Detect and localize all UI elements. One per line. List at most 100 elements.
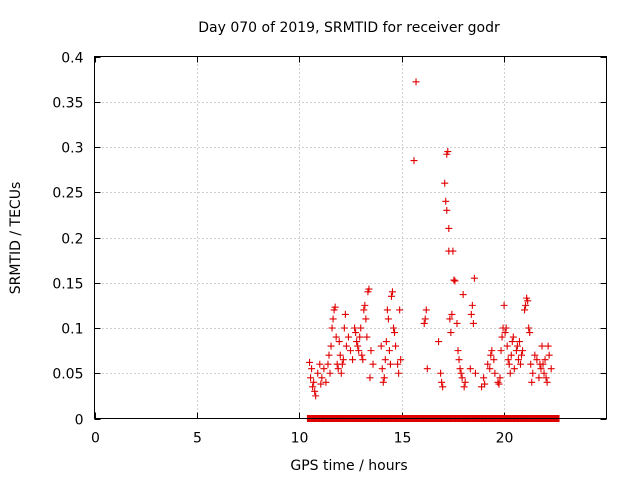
data-point bbox=[541, 356, 549, 364]
data-point bbox=[544, 342, 552, 350]
data-point bbox=[457, 369, 465, 377]
data-point bbox=[538, 342, 546, 350]
data-point bbox=[438, 378, 446, 386]
data-point bbox=[502, 324, 510, 332]
data-point bbox=[506, 369, 514, 377]
data-point bbox=[388, 288, 396, 296]
data-point bbox=[354, 342, 362, 350]
y-tick-label: 0.4 bbox=[61, 51, 83, 67]
data-point bbox=[391, 329, 399, 337]
data-point bbox=[326, 369, 334, 377]
data-point bbox=[363, 333, 371, 341]
data-point bbox=[355, 347, 363, 355]
data-point bbox=[524, 297, 532, 305]
data-point bbox=[500, 301, 508, 309]
y-tick-label: 0.35 bbox=[52, 96, 83, 112]
data-point bbox=[390, 324, 398, 332]
data-point bbox=[484, 360, 492, 368]
data-point bbox=[445, 224, 453, 232]
data-point bbox=[450, 276, 458, 284]
data-point bbox=[509, 333, 517, 341]
data-point bbox=[341, 310, 349, 318]
data-point bbox=[369, 360, 377, 368]
data-point bbox=[351, 324, 359, 332]
data-point bbox=[460, 383, 468, 391]
data-point bbox=[334, 365, 342, 373]
data-point bbox=[454, 347, 462, 355]
data-point bbox=[309, 383, 317, 391]
data-point bbox=[335, 338, 343, 346]
data-point bbox=[437, 369, 445, 377]
data-point bbox=[459, 291, 467, 299]
data-point bbox=[322, 378, 330, 386]
axis-ticks: 0 0.05 0.1 0.15 0.2 0.25 0.3 0.35 0.4 0 5 10 15 20 bbox=[52, 51, 607, 447]
data-point bbox=[514, 356, 522, 364]
data-point bbox=[461, 378, 469, 386]
data-point bbox=[383, 306, 391, 314]
x-axis-label: GPS time / hours bbox=[290, 458, 407, 474]
data-point bbox=[504, 356, 512, 364]
data-point bbox=[441, 179, 449, 187]
data-point bbox=[420, 319, 428, 327]
data-point bbox=[547, 365, 555, 373]
data-point bbox=[381, 356, 389, 364]
data-point bbox=[312, 392, 320, 400]
data-point bbox=[488, 347, 496, 355]
data-point bbox=[449, 247, 457, 255]
x-tick-label: 20 bbox=[496, 431, 514, 447]
data-point bbox=[337, 369, 345, 377]
data-point bbox=[508, 338, 516, 346]
data-point bbox=[527, 360, 535, 368]
y-tick-label: 0.15 bbox=[52, 277, 83, 293]
data-point bbox=[443, 206, 451, 214]
data-point bbox=[444, 148, 452, 156]
data-point bbox=[521, 306, 529, 314]
data-point bbox=[386, 360, 394, 368]
data-point bbox=[507, 351, 515, 359]
data-point bbox=[525, 324, 533, 332]
data-point bbox=[377, 342, 385, 350]
data-point bbox=[545, 351, 553, 359]
data-point bbox=[468, 301, 476, 309]
data-point bbox=[505, 360, 513, 368]
data-point bbox=[320, 365, 328, 373]
data-point bbox=[513, 342, 521, 350]
data-point bbox=[455, 356, 463, 364]
data-point bbox=[422, 306, 430, 314]
data-point bbox=[339, 356, 347, 364]
data-point bbox=[332, 333, 340, 341]
data-point bbox=[498, 333, 506, 341]
data-point bbox=[522, 301, 530, 309]
data-point bbox=[344, 333, 352, 341]
data-point bbox=[331, 303, 339, 311]
data-point bbox=[496, 374, 504, 382]
data-point bbox=[442, 197, 450, 205]
data-point bbox=[349, 356, 357, 364]
plot-frame bbox=[94, 56, 607, 419]
data-point bbox=[480, 374, 488, 382]
x-tick-label: 15 bbox=[394, 431, 412, 447]
chart-title: Day 070 of 2019, SRMTID for receiver god… bbox=[198, 20, 500, 36]
data-point bbox=[446, 315, 454, 323]
y-tick-label: 0.25 bbox=[52, 186, 83, 202]
data-point bbox=[324, 360, 332, 368]
data-point bbox=[342, 342, 350, 350]
data-point bbox=[435, 338, 443, 346]
data-point bbox=[501, 329, 509, 337]
data-point bbox=[466, 365, 474, 373]
data-point bbox=[458, 374, 466, 382]
data-point bbox=[357, 324, 365, 332]
data-point bbox=[526, 329, 534, 337]
y-tick-label: 0 bbox=[75, 413, 84, 429]
data-point bbox=[382, 338, 390, 346]
x-tick-label: 5 bbox=[193, 431, 202, 447]
data-point bbox=[316, 360, 324, 368]
data-point bbox=[519, 347, 527, 355]
data-point bbox=[397, 356, 405, 364]
data-point bbox=[533, 356, 541, 364]
y-tick-label: 0.05 bbox=[52, 367, 83, 383]
data-point bbox=[497, 347, 505, 355]
data-point bbox=[481, 380, 489, 388]
data-point bbox=[467, 310, 475, 318]
data-point bbox=[310, 378, 318, 386]
